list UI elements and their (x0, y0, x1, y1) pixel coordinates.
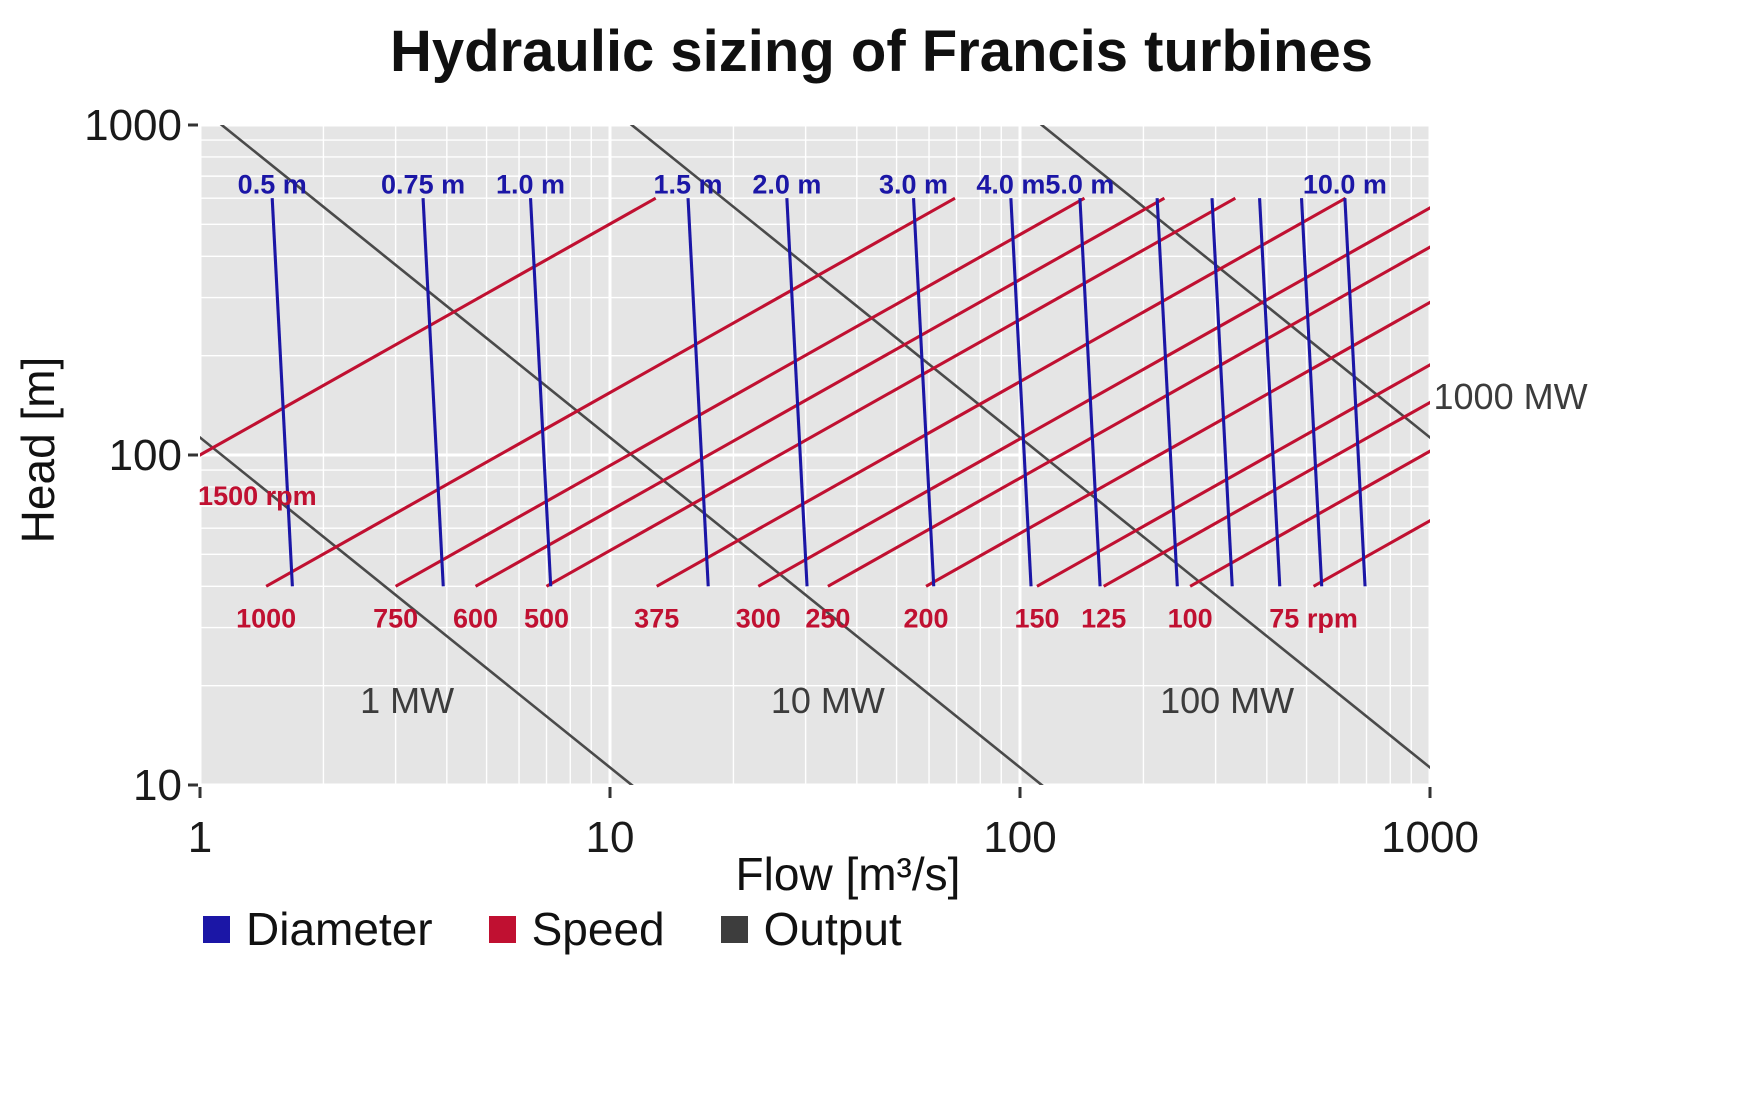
svg-text:1000 MW: 1000 MW (1434, 376, 1588, 417)
svg-text:600: 600 (453, 603, 498, 633)
svg-text:1000: 1000 (84, 101, 182, 150)
svg-text:500: 500 (524, 603, 569, 633)
legend-item-diameter: Diameter (203, 906, 433, 952)
chart-legend: Diameter Speed Output (203, 906, 902, 952)
svg-text:100 MW: 100 MW (1160, 680, 1294, 721)
line-labels: 0.5 m 0.75 m 1.0 m 1.5 m 2.0 m 3.0 m 4.0 m 5.0 … (198, 170, 1588, 721)
diameter-swatch-icon (203, 915, 230, 943)
svg-text:10: 10 (133, 761, 182, 810)
diameter-lines (270, 198, 1367, 587)
svg-text:4.0 m: 4.0 m (976, 170, 1045, 200)
svg-text:100: 100 (983, 813, 1056, 862)
svg-text:300: 300 (736, 603, 781, 633)
svg-text:100: 100 (109, 431, 182, 480)
svg-text:150: 150 (1014, 603, 1059, 633)
legend-label-speed: Speed (531, 903, 665, 955)
svg-text:375: 375 (634, 603, 679, 633)
svg-text:250: 250 (805, 603, 850, 633)
output-lines (200, 125, 1430, 785)
svg-text:10: 10 (586, 813, 635, 862)
legend-label-output: Output (763, 903, 902, 955)
svg-text:0.75 m: 0.75 m (381, 170, 465, 200)
svg-text:1000: 1000 (236, 603, 296, 633)
legend-item-speed: Speed (488, 903, 665, 955)
svg-text:75 rpm: 75 rpm (1269, 603, 1358, 633)
svg-text:1.5 m: 1.5 m (654, 170, 723, 200)
svg-text:1500 rpm: 1500 rpm (198, 481, 317, 511)
svg-text:3.0 m: 3.0 m (879, 170, 948, 200)
y-axis-title: Head [m] (12, 357, 64, 544)
speed-swatch-icon (488, 915, 516, 943)
output-swatch-icon (720, 915, 748, 943)
svg-text:0.5 m: 0.5 m (238, 170, 307, 200)
svg-text:5.0 m: 5.0 m (1045, 170, 1114, 200)
chart-title: Hydraulic sizing of Francis turbines (390, 19, 1373, 84)
svg-text:125: 125 (1081, 603, 1126, 633)
svg-text:1 MW: 1 MW (360, 680, 454, 721)
svg-text:200: 200 (904, 603, 949, 633)
svg-text:10.0 m: 10.0 m (1303, 170, 1387, 200)
legend-item-output: Output (720, 903, 902, 955)
x-axis-title: Flow [m³/s] (736, 848, 961, 900)
svg-text:750: 750 (373, 603, 418, 633)
svg-text:100: 100 (1168, 603, 1213, 633)
svg-text:1.0 m: 1.0 m (496, 170, 565, 200)
svg-text:1000: 1000 (1381, 813, 1479, 862)
legend-label-diameter: Diameter (246, 903, 433, 955)
svg-text:2.0 m: 2.0 m (752, 170, 821, 200)
svg-text:1: 1 (188, 813, 212, 862)
svg-text:10 MW: 10 MW (771, 680, 885, 721)
